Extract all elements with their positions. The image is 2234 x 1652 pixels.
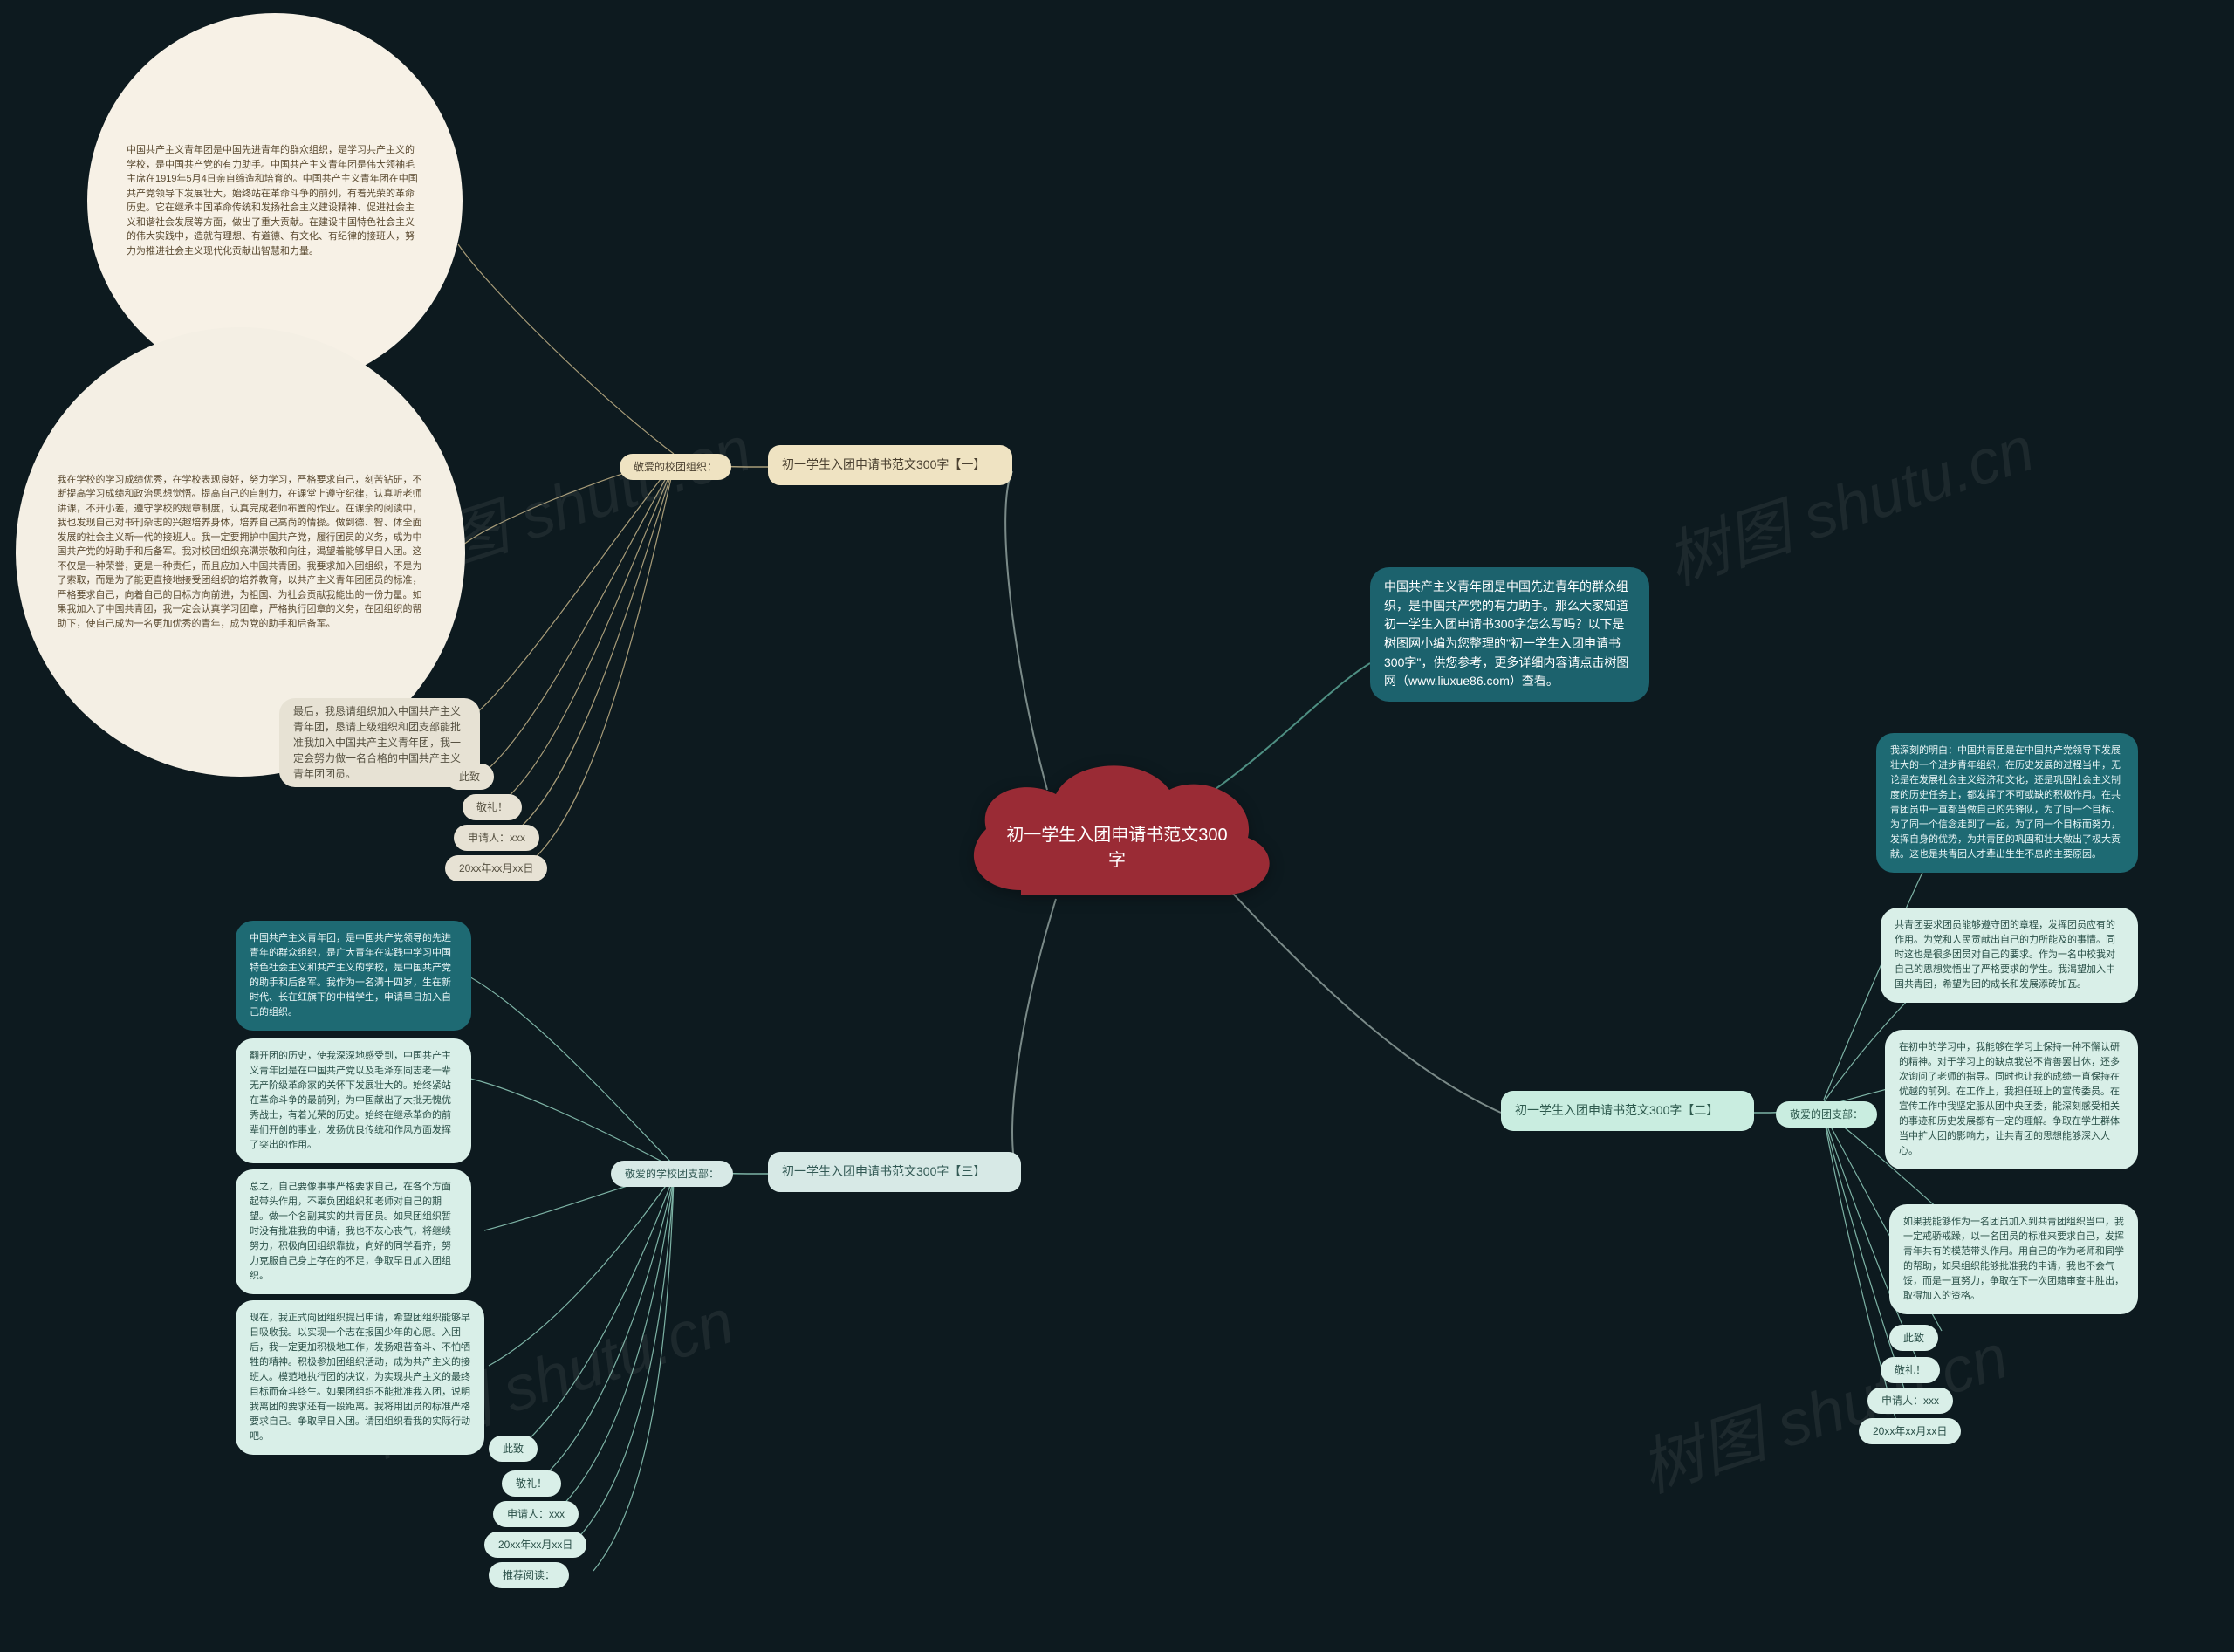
sec1-respect: 敬礼！ <box>463 794 522 820</box>
sec1-circ1-text: 中国共产主义青年团是中国先进青年的群众组织，是学习共产主义的学校，是中国共产党的… <box>127 143 423 258</box>
sec1-applicant: 申请人：xxx <box>454 825 539 851</box>
sec2-applicant: 申请人：xxx <box>1867 1388 1953 1414</box>
sec2-salutation: 敬爱的团支部： <box>1776 1101 1877 1128</box>
sec2-date: 20xx年xx月xx日 <box>1859 1418 1961 1444</box>
center-title: 初一学生入团申请书范文300字 <box>1004 820 1230 871</box>
sec2-n2: 此致 <box>1903 1332 1924 1344</box>
sec1-n4: 申请人：xxx <box>468 832 525 844</box>
sec3-p3-text: 总之，自己要像事事严格要求自己，在各个方面起带头作用，不辜负团组织和老师对自己的… <box>250 1182 451 1281</box>
sec2-p2: 共青团要求团员能够遵守团的章程，发挥团员应有的作用。为党和人民贡献出自己的力所能… <box>1881 908 2138 1003</box>
sec1-label-text: 初一学生入团申请书范文300字【一】 <box>782 457 985 471</box>
sec3-n2: 此致 <box>503 1443 524 1455</box>
sec2-p2-text: 共青团要求团员能够遵守团的章程，发挥团员应有的作用。为党和人民贡献出自己的力所能… <box>1895 920 2115 990</box>
sec3-p2-text: 翻开团的历史，使我深深地感受到，中国共产主义青年团是在中国共产党以及毛泽东同志老… <box>250 1051 451 1150</box>
sec2-p3-text: 在初中的学习中，我能够在学习上保持一种不懈认研的精神。对于学习上的缺点我总不肯善… <box>1899 1042 2120 1156</box>
sec2-label-text: 初一学生入团申请书范文300字【二】 <box>1515 1103 1718 1117</box>
sec1-sal-text: 敬爱的校团组织： <box>634 461 717 473</box>
sec1-n3: 敬礼！ <box>476 801 508 813</box>
sec3-p3: 总之，自己要像事事严格要求自己，在各个方面起带头作用，不辜负团组织和老师对自己的… <box>236 1169 471 1294</box>
sec3-respect: 敬礼！ <box>502 1470 561 1497</box>
sec3-n5: 20xx年xx月xx日 <box>498 1539 572 1551</box>
watermark: 树图 shutu.cn <box>1653 397 2043 602</box>
sec2-n4: 申请人：xxx <box>1881 1395 1939 1407</box>
sec2-sal-text: 敬爱的团支部： <box>1790 1108 1863 1121</box>
sec2-salute: 此致 <box>1889 1325 1938 1351</box>
intro-text: 中国共产主义青年团是中国先进青年的群众组织，是中国共产党的有力助手。那么大家知道… <box>1384 579 1628 688</box>
sec2-n3: 敬礼！ <box>1895 1364 1926 1376</box>
intro-node[interactable]: 中国共产主义青年团是中国先进青年的群众组织，是中国共产党的有力助手。那么大家知道… <box>1370 567 1649 702</box>
sec3-salute: 此致 <box>489 1436 538 1462</box>
sec1-label[interactable]: 初一学生入团申请书范文300字【一】 <box>768 445 1012 485</box>
sec3-sal-text: 敬爱的学校团支部： <box>625 1168 719 1180</box>
sec1-n1: 最后，我恳请组织加入中国共产主义青年团，恳请上级组织和团支部能批准我加入中国共产… <box>293 705 461 780</box>
sec3-p1-text: 中国共产主义青年团，是中国共产党领导的先进青年的群众组织，是广大青年在实践中学习… <box>250 933 451 1018</box>
sec1-salutation: 敬爱的校团组织： <box>620 454 731 480</box>
sec3-salutation: 敬爱的学校团支部： <box>611 1161 733 1187</box>
sec3-p2: 翻开团的历史，使我深深地感受到，中国共产主义青年团是在中国共产党以及毛泽东同志老… <box>236 1038 471 1163</box>
sec2-n5: 20xx年xx月xx日 <box>1873 1425 1947 1437</box>
sec1-n5: 20xx年xx月xx日 <box>459 862 533 874</box>
sec2-p3: 在初中的学习中，我能够在学习上保持一种不懈认研的精神。对于学习上的缺点我总不肯善… <box>1885 1030 2138 1169</box>
sec2-p4-text: 如果我能够作为一名团员加入到共青团组织当中，我一定戒骄戒躁，以一名团员的标准来要… <box>1903 1217 2124 1301</box>
sec2-p4: 如果我能够作为一名团员加入到共青团组织当中，我一定戒骄戒躁，以一名团员的标准来要… <box>1889 1204 2138 1314</box>
sec3-label[interactable]: 初一学生入团申请书范文300字【三】 <box>768 1152 1021 1192</box>
sec3-p4-text: 现在，我正式向团组织提出申请，希望团组织能够早日吸收我。以实现一个志在报国少年的… <box>250 1313 470 1442</box>
sec3-p4: 现在，我正式向团组织提出申请，希望团组织能够早日吸收我。以实现一个志在报国少年的… <box>236 1300 484 1455</box>
sec3-label-text: 初一学生入团申请书范文300字【三】 <box>782 1164 985 1178</box>
sec2-label[interactable]: 初一学生入团申请书范文300字【二】 <box>1501 1091 1754 1131</box>
sec1-salute: 此致 <box>445 764 494 790</box>
sec2-respect: 敬礼！ <box>1881 1357 1940 1383</box>
sec2-p1-text: 我深刻的明白：中国共青团是在中国共产党领导下发展壮大的一个进步青年组织，在历史发… <box>1890 745 2121 860</box>
sec3-n4: 申请人：xxx <box>507 1508 565 1520</box>
watermark: 树图 shutu.cn <box>1627 1305 2017 1510</box>
sec1-date: 20xx年xx月xx日 <box>445 855 547 881</box>
sec3-applicant: 申请人：xxx <box>493 1501 579 1527</box>
sec1-circ2-text: 我在学校的学习成绩优秀，在学校表现良好，努力学习，严格要求自己，刻苦钻研，不断提… <box>58 473 424 632</box>
sec3-recommended: 推荐阅读： <box>489 1562 569 1588</box>
sec2-p1: 我深刻的明白：中国共青团是在中国共产党领导下发展壮大的一个进步青年组织，在历史发… <box>1876 733 2138 873</box>
sec3-p1: 中国共产主义青年团，是中国共产党领导的先进青年的群众组织，是广大青年在实践中学习… <box>236 921 471 1031</box>
sec3-n3: 敬礼！ <box>516 1477 547 1490</box>
sec3-n6: 推荐阅读： <box>503 1569 555 1581</box>
sec1-n2: 此致 <box>459 771 480 783</box>
sec3-date: 20xx年xx月xx日 <box>484 1532 586 1558</box>
